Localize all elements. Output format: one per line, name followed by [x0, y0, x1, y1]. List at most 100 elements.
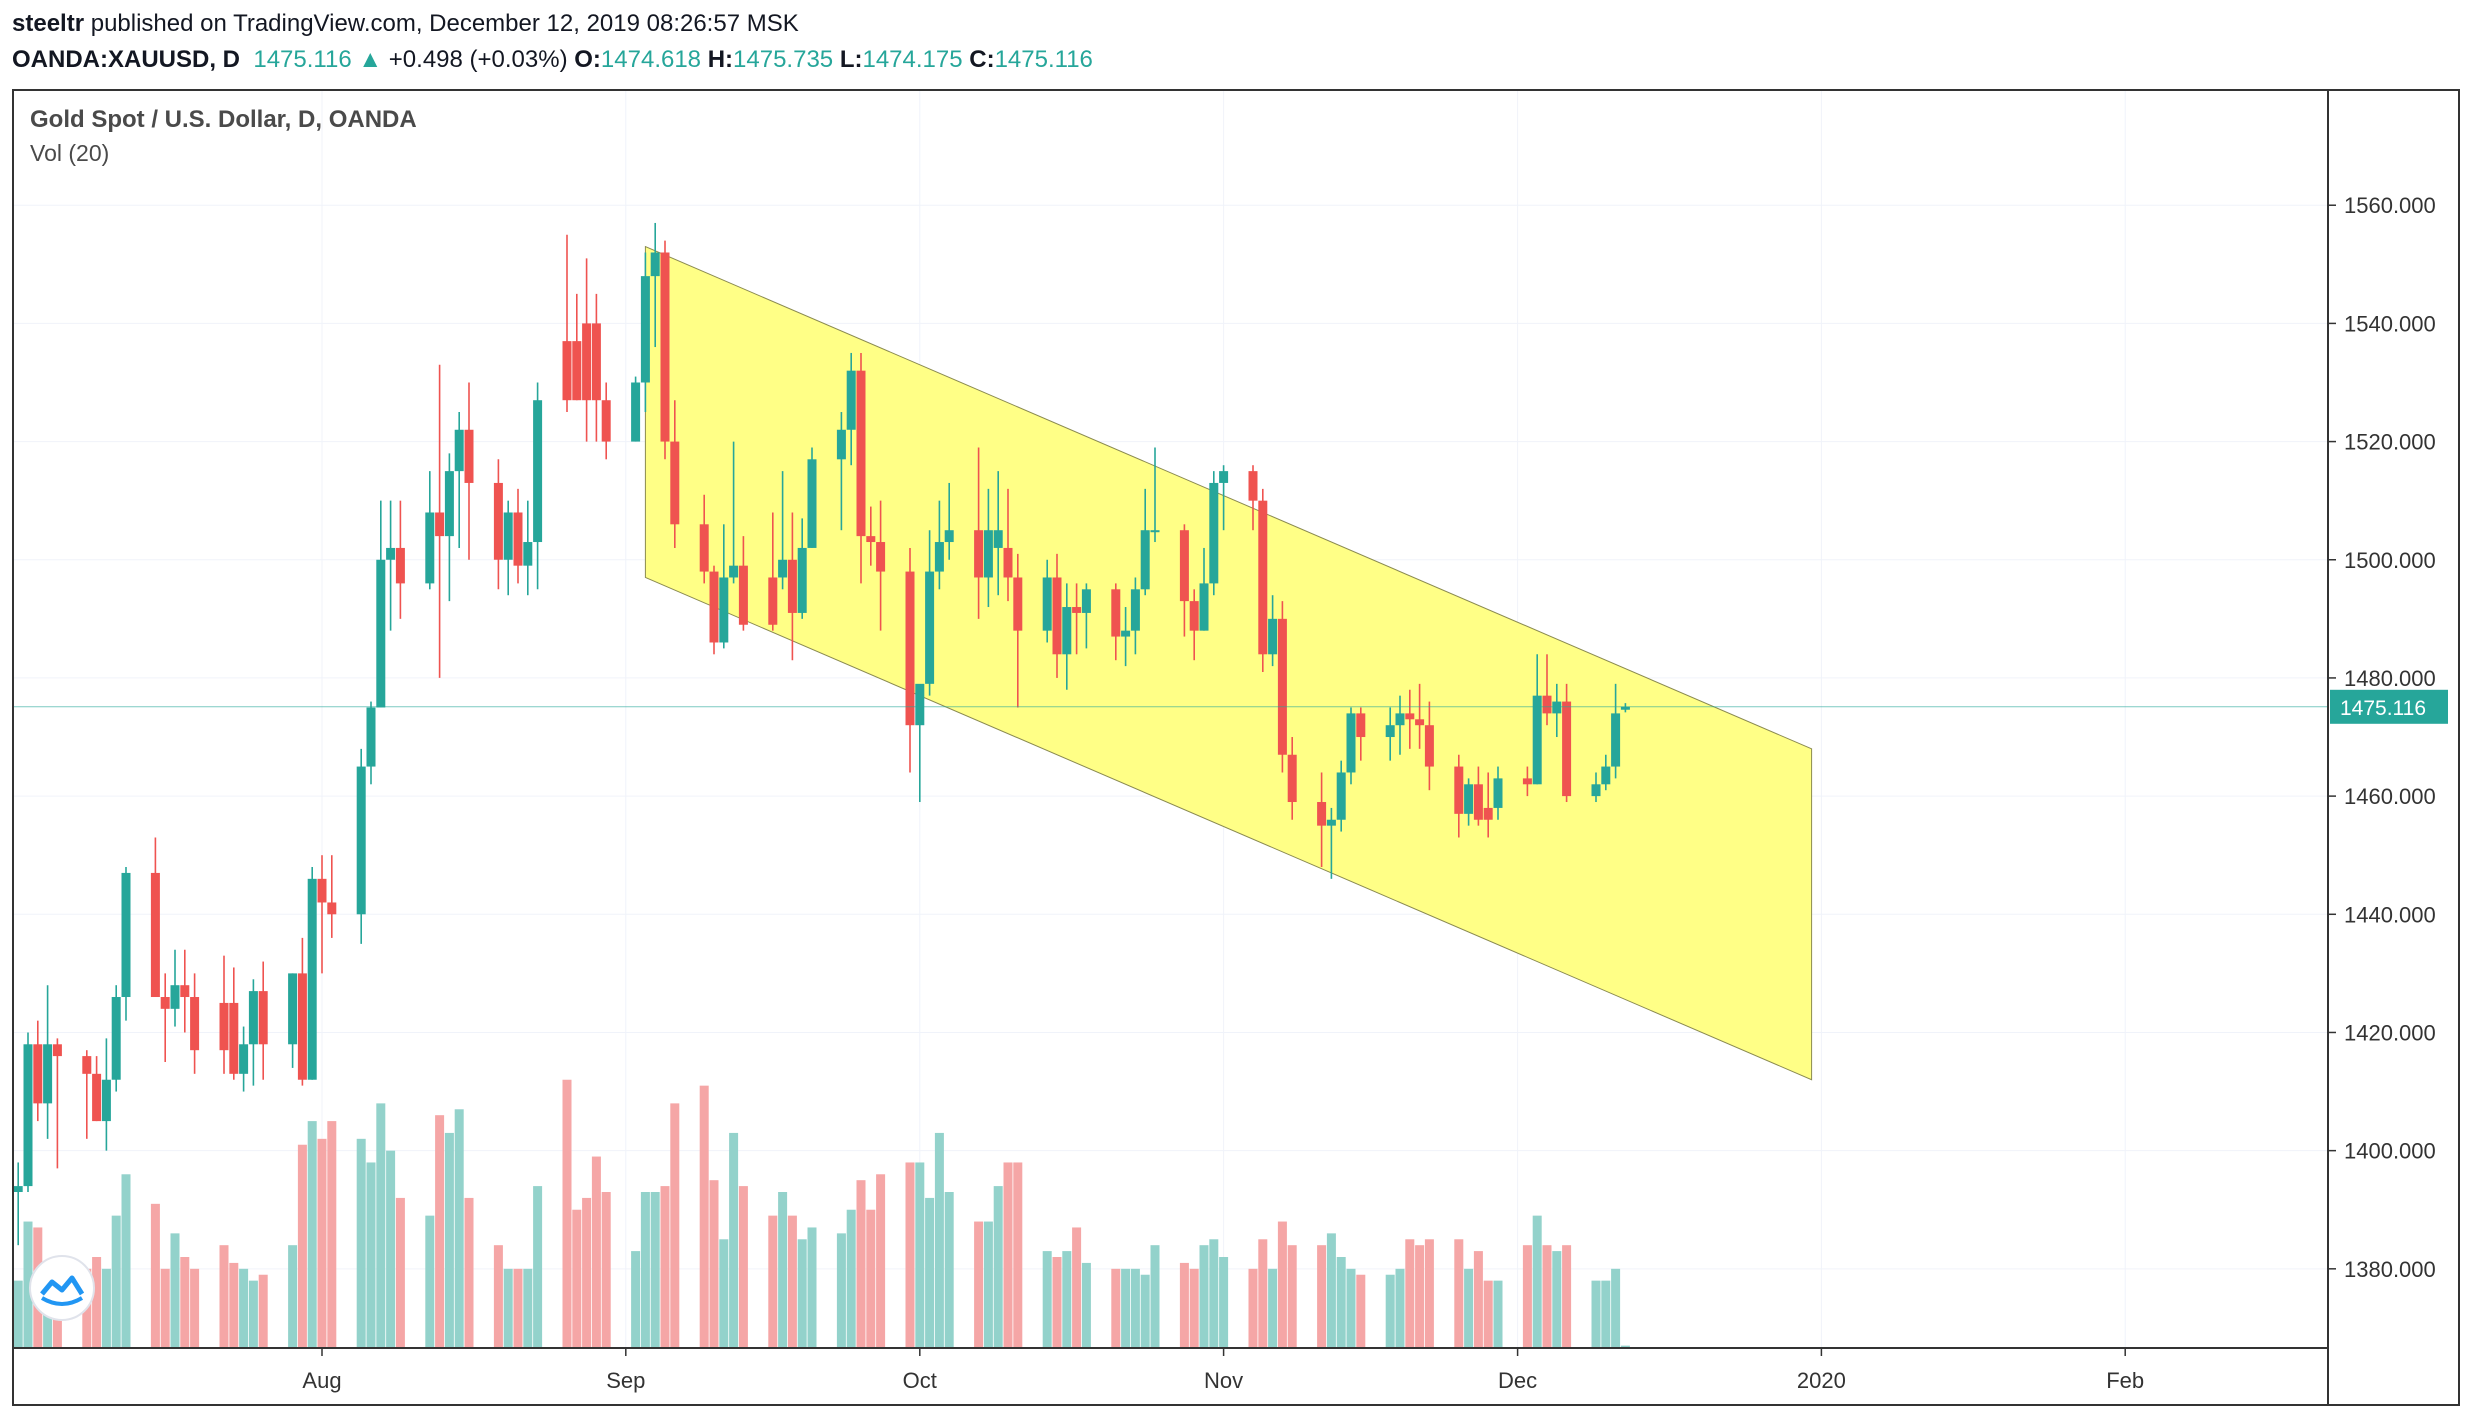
candle-body[interactable]	[1189, 601, 1199, 631]
candle-body[interactable]	[219, 1002, 229, 1051]
volume-legend[interactable]: Vol (20)	[30, 140, 109, 166]
candle-body[interactable]	[601, 400, 611, 442]
candle-body[interactable]	[1317, 802, 1327, 826]
candle-body[interactable]	[493, 482, 503, 560]
candle-body[interactable]	[101, 1079, 111, 1122]
candle-body[interactable]	[1601, 766, 1611, 785]
candle-body[interactable]	[1003, 547, 1013, 578]
candlesticks[interactable]	[13, 222, 1630, 1246]
candle-body[interactable]	[866, 536, 876, 543]
candle-body[interactable]	[317, 878, 327, 903]
candle-body[interactable]	[327, 902, 337, 915]
candle-body[interactable]	[248, 991, 258, 1045]
candle-body[interactable]	[288, 973, 298, 1045]
candle-body[interactable]	[1013, 577, 1023, 631]
candle-body[interactable]	[121, 872, 131, 998]
candle-body[interactable]	[1062, 607, 1072, 655]
candle-body[interactable]	[1326, 819, 1336, 826]
candle-body[interactable]	[33, 1044, 43, 1104]
candle-body[interactable]	[52, 1044, 62, 1057]
candle-body[interactable]	[1346, 713, 1356, 773]
candle-body[interactable]	[1473, 784, 1483, 820]
candle-body[interactable]	[1454, 766, 1464, 814]
candle-body[interactable]	[631, 382, 641, 442]
candle-body[interactable]	[435, 512, 445, 537]
candle-body[interactable]	[572, 341, 582, 401]
candle-body[interactable]	[1042, 577, 1052, 631]
candle-body[interactable]	[856, 370, 866, 537]
candle-body[interactable]	[1140, 530, 1150, 590]
candle-body[interactable]	[307, 878, 317, 1080]
candle-body[interactable]	[1199, 583, 1209, 631]
candle-body[interactable]	[425, 512, 435, 584]
candle-body[interactable]	[1356, 713, 1366, 738]
candle-body[interactable]	[229, 1002, 239, 1074]
candle-body[interactable]	[650, 252, 660, 277]
candle-body[interactable]	[660, 252, 670, 442]
candle-body[interactable]	[1493, 778, 1503, 808]
candle-body[interactable]	[1532, 695, 1542, 785]
candle-body[interactable]	[13, 1186, 23, 1193]
candle-body[interactable]	[258, 991, 268, 1045]
candle-body[interactable]	[190, 997, 200, 1051]
candle-body[interactable]	[778, 559, 788, 578]
candle-body[interactable]	[1552, 701, 1562, 714]
candle-body[interactable]	[43, 1044, 53, 1104]
candle-body[interactable]	[1277, 618, 1287, 755]
price-channel[interactable]	[644, 245, 1813, 1081]
candle-body[interactable]	[699, 524, 709, 572]
candle-body[interactable]	[523, 542, 533, 566]
candle-body[interactable]	[395, 547, 405, 584]
candle-body[interactable]	[150, 872, 160, 998]
candle-body[interactable]	[1522, 778, 1532, 785]
candle-body[interactable]	[1052, 577, 1062, 655]
candle-body[interactable]	[768, 577, 778, 625]
candle-body[interactable]	[1620, 706, 1630, 710]
candle-body[interactable]	[1591, 784, 1601, 797]
candle-body[interactable]	[1415, 719, 1425, 726]
candle-body[interactable]	[92, 1073, 102, 1122]
candle-body[interactable]	[1483, 807, 1493, 820]
candle-body[interactable]	[386, 547, 396, 560]
candle-body[interactable]	[905, 571, 915, 726]
candle-body[interactable]	[1219, 471, 1229, 483]
candle-body[interactable]	[787, 559, 797, 613]
candle-body[interactable]	[1248, 471, 1258, 501]
candle-body[interactable]	[1405, 713, 1415, 720]
candle-body[interactable]	[670, 441, 680, 525]
candle-body[interactable]	[160, 997, 170, 1009]
candle-body[interactable]	[503, 512, 513, 560]
candle-body[interactable]	[1111, 589, 1121, 637]
candle-body[interactable]	[23, 1044, 33, 1187]
candle-body[interactable]	[846, 370, 856, 430]
candle-body[interactable]	[1562, 701, 1572, 797]
publisher-name[interactable]: steeltr	[12, 10, 85, 37]
candle-body[interactable]	[1179, 530, 1189, 602]
candle-body[interactable]	[1395, 713, 1405, 726]
candle-body[interactable]	[836, 429, 846, 460]
candle-body[interactable]	[797, 547, 807, 613]
candle-body[interactable]	[376, 559, 386, 708]
candle-body[interactable]	[709, 571, 719, 643]
candle-body[interactable]	[1424, 725, 1434, 767]
candle-body[interactable]	[1542, 695, 1552, 714]
candle-body[interactable]	[1072, 607, 1082, 613]
candle-body[interactable]	[562, 341, 572, 401]
candle-body[interactable]	[974, 530, 984, 578]
candle-body[interactable]	[454, 429, 464, 472]
candle-body[interactable]	[640, 276, 650, 383]
candle-body[interactable]	[925, 571, 935, 684]
candle-body[interactable]	[934, 542, 944, 572]
candle-body[interactable]	[444, 471, 454, 537]
candle-body[interactable]	[1464, 784, 1474, 814]
candle-body[interactable]	[1121, 630, 1131, 637]
candle-body[interactable]	[1258, 500, 1268, 655]
candle-body[interactable]	[876, 542, 886, 572]
candle-body[interactable]	[180, 985, 190, 998]
candle-body[interactable]	[111, 997, 121, 1080]
candle-body[interactable]	[1287, 754, 1297, 803]
candle-body[interactable]	[944, 530, 954, 543]
candle-body[interactable]	[1209, 482, 1219, 584]
candle-body[interactable]	[1150, 530, 1160, 533]
